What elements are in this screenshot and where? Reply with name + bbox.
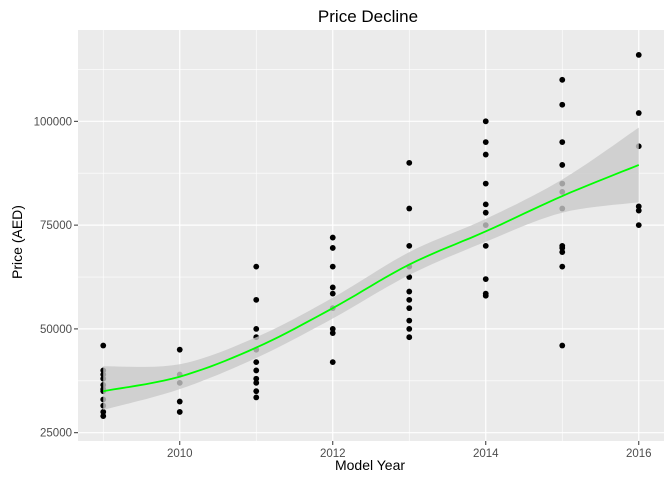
data-point — [635, 52, 642, 58]
data-point — [559, 263, 566, 270]
data-point — [253, 379, 260, 386]
data-point — [559, 162, 566, 168]
y-tick-label: 100000 — [34, 116, 72, 128]
data-point — [329, 284, 336, 291]
data-point — [329, 359, 336, 366]
data-point — [100, 413, 107, 419]
data-point — [176, 409, 183, 415]
data-point — [559, 245, 566, 251]
data-point — [329, 234, 336, 241]
y-axis-label: Price (AED) — [9, 205, 25, 279]
data-point — [482, 118, 489, 125]
data-point — [100, 342, 107, 349]
data-point — [329, 330, 336, 336]
data-point — [406, 326, 413, 332]
data-point — [559, 342, 566, 349]
y-tick-label: 75000 — [40, 220, 72, 232]
data-point — [482, 201, 489, 208]
x-tick-label: 2012 — [320, 448, 346, 460]
data-point — [176, 398, 183, 405]
data-point — [559, 101, 566, 108]
data-point — [635, 222, 642, 229]
data-point — [406, 159, 413, 166]
data-point — [406, 242, 413, 249]
plot-panel — [78, 30, 664, 441]
data-point — [406, 205, 413, 212]
data-point — [559, 76, 566, 83]
data-point — [482, 209, 489, 216]
data-point — [329, 263, 336, 270]
data-point — [329, 290, 336, 297]
data-point — [482, 151, 489, 158]
y-tick-label: 50000 — [40, 324, 72, 336]
data-point — [406, 334, 413, 341]
data-point — [406, 288, 413, 295]
y-axis: 25000 50000 75000 100000 — [34, 116, 78, 440]
data-point — [253, 375, 260, 382]
chart-title: Price Decline — [318, 7, 418, 26]
x-tick-label: 2014 — [473, 448, 499, 460]
data-point — [253, 367, 260, 374]
data-point — [253, 296, 260, 303]
x-tick-label: 2010 — [167, 448, 193, 460]
data-point — [635, 207, 642, 214]
data-point — [482, 242, 489, 249]
data-point — [253, 388, 260, 395]
data-point — [253, 263, 260, 270]
data-point — [482, 180, 489, 187]
data-point — [253, 394, 260, 401]
data-point — [559, 139, 566, 145]
data-point — [176, 346, 183, 353]
x-axis: 2010 2012 2014 2016 — [167, 441, 652, 460]
data-point — [253, 326, 260, 332]
smooth-fit-line — [103, 164, 640, 393]
data-point — [329, 245, 336, 251]
data-point — [482, 292, 489, 299]
x-tick-label: 2016 — [626, 448, 652, 460]
data-point — [482, 276, 489, 282]
x-axis-label: Model Year — [335, 457, 405, 473]
data-point — [635, 203, 642, 210]
data-point — [635, 110, 642, 116]
data-point — [406, 305, 413, 312]
data-point — [406, 317, 413, 324]
data-point — [329, 326, 336, 332]
data-point — [100, 409, 107, 415]
y-tick-label: 25000 — [40, 428, 72, 440]
data-point — [482, 139, 489, 145]
data-point — [253, 359, 260, 366]
data-point — [559, 249, 566, 256]
data-point — [406, 296, 413, 303]
